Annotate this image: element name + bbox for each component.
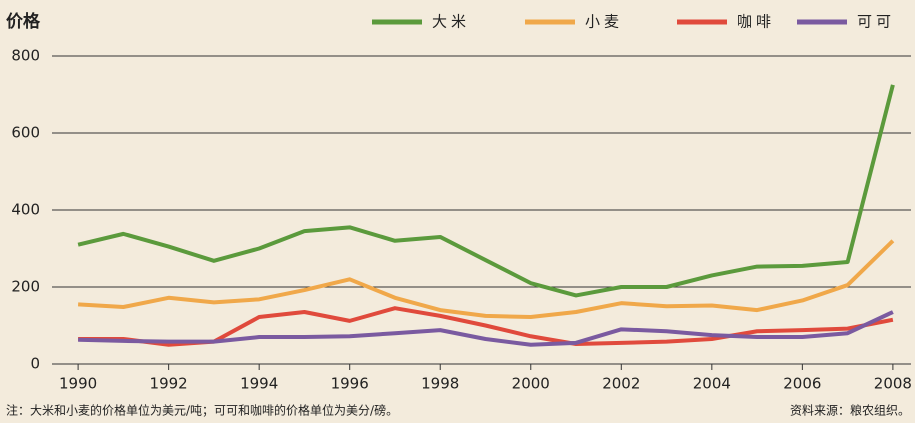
y-tick-label: 600 [11,124,40,142]
footnote: 注：大米和小麦的价格单位为美元/吨；可可和咖啡的价格单位为美分/磅。 [6,403,398,418]
series-line [78,310,894,347]
y-tick-label: 800 [11,47,40,65]
x-tick-label: 2006 [783,375,821,393]
y-axis-label: 价格 [6,11,41,32]
x-tick-label: 1998 [421,375,459,393]
y-tick-label: 400 [11,201,40,219]
x-tick-label: 2004 [693,375,731,393]
x-tick-label: 1992 [150,375,188,393]
legend-label: 大米 [432,13,470,31]
x-tick-label: 1996 [331,375,369,393]
legend-label: 咖啡 [737,13,775,31]
y-tick-label: 0 [30,355,40,373]
x-tick-label: 1990 [59,375,97,393]
x-tick-label: 2002 [602,375,640,393]
series-line [77,84,895,298]
y-tick-label: 200 [11,278,40,296]
source: 资料来源：粮农组织。 [790,403,910,418]
x-tick-label: 2008 [874,375,912,393]
series-line [77,239,895,320]
legend-label: 可可 [857,13,895,31]
legend-label: 小麦 [585,13,623,31]
x-tick-label: 1994 [240,375,278,393]
x-tick-label: 2000 [512,375,550,393]
